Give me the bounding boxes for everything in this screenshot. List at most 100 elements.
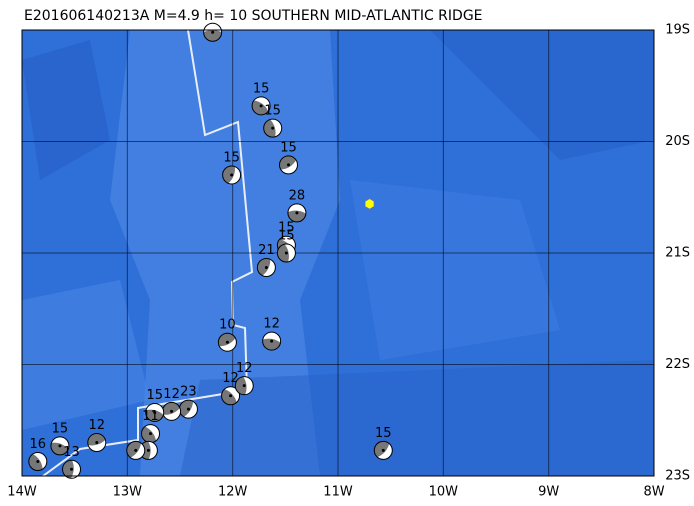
beachball-quadrant (277, 244, 289, 263)
depth-label: 11 (142, 409, 159, 424)
beachball-center (225, 340, 229, 344)
beachball-outline (256, 257, 276, 277)
depth-label: 15 (223, 150, 240, 165)
focal-mechanism (278, 155, 298, 175)
beachball-quadrant (203, 29, 222, 42)
beachball-outline (50, 436, 70, 456)
map-title: E201606140213A M=4.9 h= 10 SOUTHERN MID-… (24, 8, 483, 24)
beachball-center (242, 384, 246, 388)
focal-mechanism (145, 402, 165, 422)
beachball-quadrant (50, 442, 69, 455)
beachball-center (70, 467, 74, 471)
beachball-quadrant (279, 155, 297, 170)
beachball-outline (251, 96, 271, 116)
focal-mechanism (162, 401, 182, 421)
focal-mechanism (141, 424, 161, 444)
focal-mechanism (50, 436, 70, 456)
depth-label: 10 (219, 318, 236, 333)
lon-tick-label: 13W (113, 485, 143, 500)
focal-mechanism (287, 203, 307, 223)
beachball-outline (126, 440, 146, 460)
depth-label: 12 (236, 361, 253, 376)
focal-mechanism (87, 433, 107, 453)
lat-tick-label: 19S (665, 23, 690, 38)
beachball-outline (373, 440, 393, 460)
beachball-center (36, 460, 40, 464)
beachball-center (58, 444, 62, 448)
depth-label: 15 (280, 140, 297, 155)
beachball-quadrant (141, 426, 157, 443)
focal-mechanism (276, 243, 296, 263)
focal-mechanism (263, 118, 283, 138)
beachball-quadrant (222, 165, 235, 184)
beachball-quadrant (145, 409, 164, 422)
beachball-outline (203, 22, 223, 42)
depth-label: 12 (263, 317, 280, 332)
lon-tick-label: 9W (538, 485, 559, 500)
lat-tick-label: 21S (665, 246, 690, 261)
beachball-outline (276, 243, 296, 263)
beachball-quadrant (263, 119, 276, 138)
beachball-outline (263, 118, 283, 138)
depth-label: 15 (375, 426, 392, 441)
focal-mechanism (251, 96, 271, 116)
focal-mechanism (373, 440, 393, 460)
beachball-center (153, 410, 157, 414)
beachball-center (146, 448, 150, 452)
beachball-center (229, 394, 233, 398)
lon-tick-label: 8W (643, 485, 664, 500)
depth-label: 15 (278, 221, 295, 236)
depth-label: 23 (180, 385, 197, 400)
focal-mechanism (28, 452, 48, 472)
focal-mechanism (221, 386, 241, 406)
focal-mechanism (217, 332, 237, 352)
depth-label: 15 (52, 421, 69, 436)
beachball-quadrant (262, 338, 281, 351)
depth-label: 21 (258, 243, 275, 258)
map-frame (21, 29, 655, 477)
beachball-center (271, 126, 275, 130)
depth-label: 12 (89, 418, 106, 433)
beachball-center (284, 251, 288, 255)
beachball-quadrant (162, 402, 180, 415)
lon-tick-label: 12W (218, 485, 248, 500)
beachball-center (134, 448, 138, 452)
beachball-center (270, 339, 274, 343)
beachball-center (259, 104, 263, 108)
focal-mechanism (178, 399, 198, 419)
focal-mechanism (222, 165, 242, 185)
beachball-quadrant (218, 333, 236, 347)
beachball-quadrant (62, 460, 74, 479)
beachball-outline (278, 155, 298, 175)
depth-label: 13 (63, 445, 80, 460)
beachball-outline (145, 402, 165, 422)
epicenter (365, 198, 375, 210)
beachball-center (286, 163, 290, 167)
beachball-quadrant (28, 453, 43, 471)
beachball-quadrant (257, 258, 271, 276)
lon-tick-label: 10W (429, 485, 459, 500)
beachball-quadrant (179, 400, 194, 417)
beachball-quadrant (374, 441, 390, 458)
beachball-center (186, 407, 190, 411)
focal-mechanism (126, 440, 146, 460)
beachball-quadrant (221, 389, 237, 405)
beachball-outline (87, 433, 107, 453)
depth-label: 28 (289, 188, 306, 203)
depth-label: 15 (146, 388, 163, 403)
beachball-center (381, 448, 385, 452)
beachball-outline (234, 376, 254, 396)
beachball-outline (287, 203, 307, 223)
lat-tick-label: 22S (665, 357, 690, 372)
beachball-outline (222, 165, 242, 185)
beachball-quadrant (287, 210, 306, 222)
lat-tick-label: 23S (665, 469, 690, 484)
beachball-quadrant (126, 441, 142, 458)
depth-label: 15 (264, 104, 281, 119)
beachball-center (211, 30, 215, 34)
beachball-center (295, 211, 299, 215)
depth-label: 12 (163, 387, 180, 402)
beachball-center (230, 173, 234, 177)
focal-mechanism (234, 376, 254, 396)
